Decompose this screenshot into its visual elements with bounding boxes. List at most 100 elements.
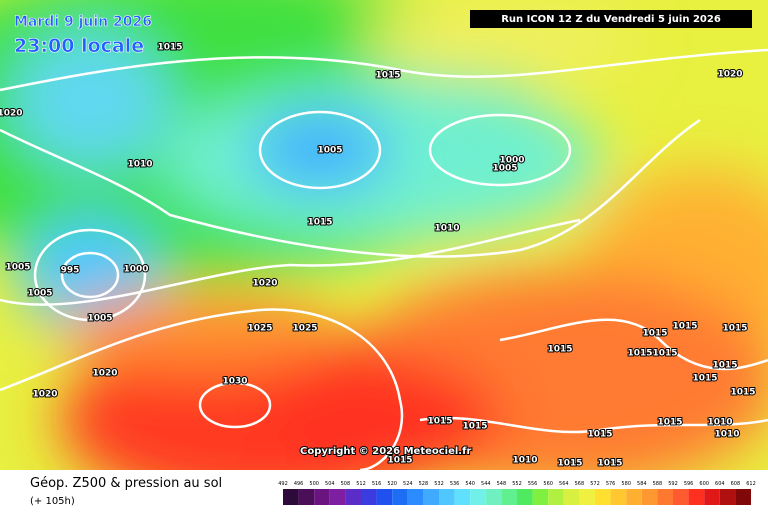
scale-cell [423,489,439,505]
scale-cell [548,489,564,505]
isobar-label: 1000 [123,265,148,275]
scale-label: 604 [715,481,725,487]
isobar-label: 1010 [127,160,152,170]
isobar-label: 1030 [222,377,247,387]
footer-title: Géop. Z500 & pression au sol [30,476,222,491]
isobar-label: 1020 [0,109,23,119]
scale-cell [610,489,627,505]
scale-cell [345,489,361,505]
scale-label: 508 [341,481,351,487]
scale-label: 500 [309,481,319,487]
isobar-label: 1015 [547,345,572,355]
scale-cell [329,489,346,505]
isobar-label: 1015 [375,71,400,81]
scale-label: 572 [590,481,600,487]
scale-cell [579,489,595,505]
scale-cell [688,489,705,505]
isobar-label: 1010 [434,224,459,234]
scale-cell [439,489,455,505]
scale-cell [657,489,673,505]
scale-cell [298,489,315,505]
isobar-label: 1005 [317,146,342,156]
scale-label: 496 [294,481,304,487]
time: 23:00 locale [14,35,144,57]
isobar-label: 1015 [712,361,737,371]
isobar-label: 1005 [5,263,30,273]
date: Mardi 9 juin 2026 [14,14,152,30]
scale-label: 560 [543,481,553,487]
isobar-label: 1020 [252,279,277,289]
isobar-label: 1015 [587,430,612,440]
scale-label: 552 [512,481,522,487]
isobar-label: 1005 [27,289,52,299]
scale-label: 528 [419,481,429,487]
footer-lead: (+ 105h) [30,496,75,507]
isobar-label: 1015 [722,324,747,334]
scale-label: 592 [668,481,678,487]
scale-cell [641,489,658,505]
scale-label: 548 [497,481,507,487]
scale-cell [595,489,611,505]
run-box [470,10,752,28]
isobar-label: 1015 [387,456,412,466]
scale-cell [454,489,471,505]
isobar-label: 1025 [292,324,317,334]
scale-label: 524 [403,481,413,487]
scale-label: 504 [325,481,335,487]
isobar-labels: 1015 1015 1020 1020 1005 1000 1005 1010 1015 1010… [0,42,757,470]
isobar-label: 1010 [714,430,739,440]
isobar-label: 1015 [642,329,667,339]
isobar-label: 1015 [672,322,697,332]
isobar-label: 1010 [512,456,537,466]
scale-cell [532,489,549,505]
scale-cell [314,489,330,505]
scale-label: 532 [434,481,444,487]
isobar-label: 1015 [657,418,682,428]
isobar-label: 995 [61,266,80,276]
scale-label: 540 [465,481,475,487]
scale-label: 520 [387,481,397,487]
scale-cell [376,489,393,505]
isobar-label: 1015 [692,374,717,384]
scale-label: 608 [731,481,741,487]
scale-cell [407,489,424,505]
isobar-label: 1015 [307,218,332,228]
isobar-label: 1015 [627,349,652,359]
isobar-label: 1025 [247,324,272,334]
run-info: Run ICON 12 Z du Vendredi 5 juin 2026 [501,14,721,25]
scale-label: 516 [372,481,382,487]
scale-label: 564 [559,481,569,487]
scale-label: 568 [575,481,585,487]
isobar-label: 1015 [462,422,487,432]
isobar-label: 1020 [717,70,742,80]
isobar-label: 1015 [557,459,582,469]
scale-cell [704,489,720,505]
scale-cell [719,489,736,505]
scale-label: 612 [746,481,756,487]
scale-label: 512 [356,481,366,487]
isobar-label: 1015 [597,459,622,469]
isobar-label: 1015 [157,43,182,53]
scale-cell [501,489,517,505]
scale-label: 544 [481,481,491,487]
isobar-label: 1015 [427,417,452,427]
isobar-label: 1020 [32,390,57,400]
color-scale: 492 496 500 504 508 512 516 520 524 528 532 536 540 5… [278,481,756,505]
scale-cell [673,489,689,505]
isobar-label: 1000 [499,156,524,166]
copyright: Copyright © 2026 Meteociel.fr [300,446,471,457]
scale-label: 584 [637,481,647,487]
scale-label: 576 [606,481,616,487]
scale-cell [470,489,486,505]
isobar-label: 1005 [87,314,112,324]
isobars [0,48,768,470]
scale-label: 492 [278,481,288,487]
scale-cell [392,489,408,505]
scale-label: 588 [653,481,663,487]
scale-cell [485,489,502,505]
scale-label: 596 [684,481,694,487]
scale-cell [735,489,751,505]
scale-cell [517,489,533,505]
